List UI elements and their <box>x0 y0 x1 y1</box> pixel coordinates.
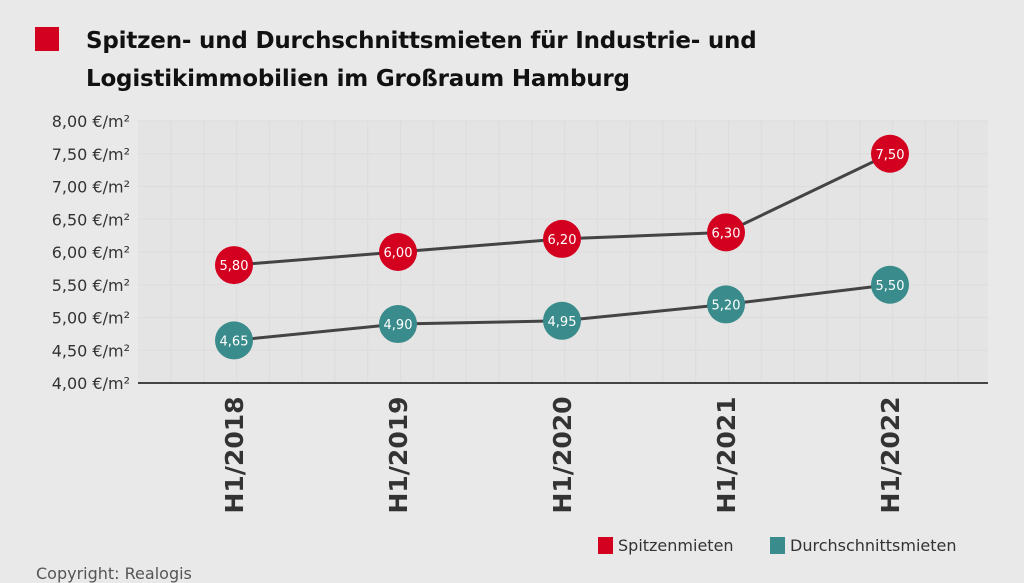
legend-label: Spitzenmieten <box>618 536 734 555</box>
chart-title: Spitzen- und Durchschnittsmieten für Ind… <box>86 22 757 98</box>
y-tick-label: 6,00 €/m² <box>52 243 130 262</box>
data-label: 5,20 <box>712 298 741 313</box>
copyright: Copyright: Realogis <box>36 564 192 583</box>
y-tick-label: 7,50 €/m² <box>52 145 130 164</box>
legend-label: Durchschnittsmieten <box>790 536 957 555</box>
legend-swatch-durchschnitt <box>770 537 785 554</box>
data-point <box>379 233 417 271</box>
legend-item-spitzenmieten: Spitzenmieten <box>598 536 734 555</box>
y-tick-label: 7,00 €/m² <box>52 178 130 197</box>
x-tick-label: H1/2022 <box>876 396 905 513</box>
y-tick-label: 6,50 €/m² <box>52 210 130 229</box>
data-label: 4,65 <box>220 334 249 349</box>
y-tick-label: 4,00 €/m² <box>52 374 130 393</box>
title-line-1: Spitzen- und Durchschnittsmieten für Ind… <box>86 28 757 54</box>
legend-swatch-spitzen <box>598 537 613 554</box>
title-line-2: Logistikimmobilien im Großraum Hamburg <box>86 66 630 92</box>
y-tick-label: 8,00 €/m² <box>52 112 130 131</box>
data-label: 7,50 <box>876 148 905 163</box>
x-tick-label: H1/2019 <box>384 396 413 513</box>
data-label: 4,90 <box>384 318 413 333</box>
data-point <box>543 219 581 258</box>
data-label: 6,30 <box>712 226 741 241</box>
y-tick-label: 5,50 €/m² <box>52 276 130 295</box>
title-marker-icon <box>35 27 59 51</box>
y-tick-label: 4,50 €/m² <box>52 341 130 360</box>
x-tick-label: H1/2018 <box>220 396 249 513</box>
y-tick-label: 5,00 €/m² <box>52 309 130 328</box>
data-point <box>543 301 581 340</box>
x-tick-label: H1/2020 <box>548 396 577 513</box>
data-label: 4,95 <box>548 315 577 330</box>
x-tick-label: H1/2021 <box>712 396 741 513</box>
data-label: 6,00 <box>384 246 413 261</box>
legend-item-durchschnittsmieten: Durchschnittsmieten <box>770 536 957 555</box>
data-label: 5,50 <box>876 279 905 294</box>
data-point <box>707 213 745 252</box>
data-point <box>871 134 909 173</box>
data-label: 5,80 <box>220 259 249 274</box>
data-point <box>379 305 417 344</box>
data-point <box>871 265 909 304</box>
data-point <box>215 321 253 360</box>
data-point <box>707 285 745 324</box>
data-point <box>215 246 253 285</box>
data-label: 6,20 <box>548 233 577 248</box>
